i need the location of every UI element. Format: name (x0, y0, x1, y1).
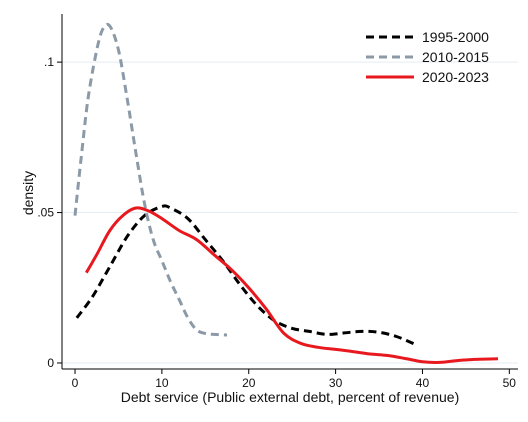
x-tick-label: 0 (72, 376, 79, 390)
x-tick-label: 10 (155, 376, 169, 390)
x-axis-title: Debt service (Public external debt, perc… (121, 389, 460, 405)
x-tick-label: 40 (416, 376, 430, 390)
legend-label-2010-2015: 2010-2015 (422, 49, 489, 65)
legend: 1995-2000 2010-2015 2020-2023 (366, 29, 489, 85)
legend-label-2020-2023: 2020-2023 (422, 69, 489, 85)
x-tick-label: 50 (503, 376, 517, 390)
y-axis-title: density (20, 171, 36, 215)
x-axis-ticks: 0 10 20 30 40 50 (72, 369, 517, 390)
y-tick-label: 0 (47, 356, 54, 370)
y-tick-label: .05 (37, 206, 54, 220)
series-line-1995-2000 (75, 204, 415, 346)
x-tick-label: 30 (329, 376, 343, 390)
y-axis-ticks: 0 .05 .1 (37, 55, 62, 370)
x-tick-label: 20 (242, 376, 256, 390)
legend-label-1995-2000: 1995-2000 (422, 29, 489, 45)
series-line-2020-2023 (85, 206, 499, 364)
series-line-2010-2015 (73, 22, 228, 337)
series-lines (73, 22, 499, 364)
y-tick-label: .1 (44, 55, 54, 69)
